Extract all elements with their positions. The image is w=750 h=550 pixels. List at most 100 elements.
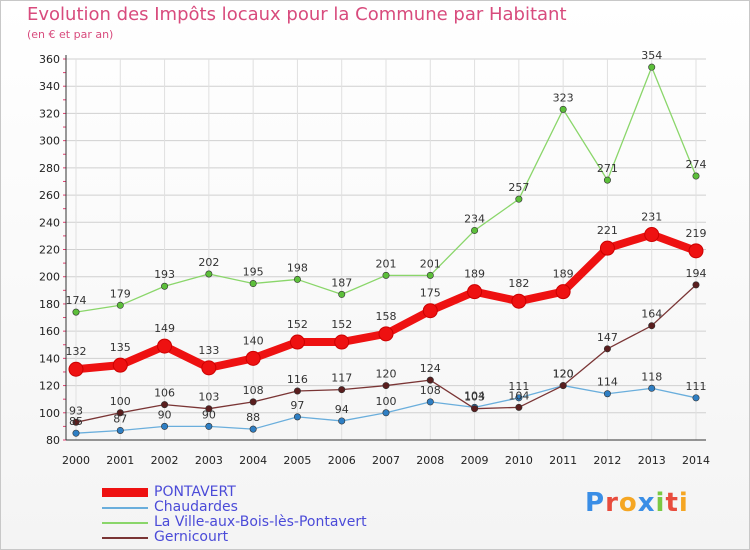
series-point-3 (559, 382, 567, 390)
data-label-2: 274 (686, 158, 707, 171)
data-label-2: 187 (331, 276, 352, 289)
data-label-2: 198 (287, 261, 308, 274)
data-label-1: 111 (508, 380, 529, 393)
series-point-0 (289, 334, 305, 350)
x-tick-label: 2010 (505, 454, 533, 467)
data-label-2: 174 (66, 294, 87, 307)
x-tick-label: 2001 (106, 454, 134, 467)
data-label-0: 149 (154, 322, 175, 335)
series-point-2 (559, 105, 567, 113)
data-label-3: 100 (110, 395, 131, 408)
chart-subtitle: (en € et par an) (27, 28, 114, 41)
data-label-3: 108 (243, 384, 264, 397)
series-point-1 (72, 429, 80, 437)
series-point-2 (426, 271, 434, 279)
series-point-0 (555, 284, 571, 300)
data-label-2: 354 (641, 49, 662, 62)
series-point-0 (157, 338, 173, 354)
y-tick-label: 360 (39, 53, 60, 66)
data-label-1: 87 (113, 412, 127, 425)
series-point-3 (603, 345, 611, 353)
series-point-0 (467, 284, 483, 300)
y-tick-label: 300 (39, 135, 60, 148)
x-tick-label: 2003 (195, 454, 223, 467)
data-label-1: 90 (158, 408, 172, 421)
data-label-1: 97 (290, 399, 304, 412)
data-label-3: 117 (331, 372, 352, 385)
series-point-0 (68, 361, 84, 377)
data-label-1: 118 (641, 370, 662, 383)
data-label-3: 164 (641, 308, 662, 321)
data-label-0: 189 (553, 268, 574, 281)
x-tick-label: 2007 (372, 454, 400, 467)
data-label-0: 133 (198, 344, 219, 357)
series-point-1 (249, 425, 257, 433)
series-point-1 (603, 390, 611, 398)
series-point-3 (161, 401, 169, 409)
data-label-3: 104 (508, 389, 529, 402)
series-point-0 (599, 240, 615, 256)
series-point-0 (511, 293, 527, 309)
x-tick-label: 2012 (593, 454, 621, 467)
data-label-3: 147 (597, 331, 618, 344)
x-tick-label: 2006 (328, 454, 356, 467)
y-tick-label: 100 (39, 407, 60, 420)
series-point-1 (161, 422, 169, 430)
y-tick-label: 140 (39, 352, 60, 365)
y-tick-label: 160 (39, 325, 60, 338)
data-label-0: 140 (243, 334, 264, 347)
data-label-1: 88 (246, 411, 260, 424)
data-label-2: 193 (154, 268, 175, 281)
x-tick-label: 2013 (638, 454, 666, 467)
series-point-1 (648, 384, 656, 392)
data-label-1: 90 (202, 408, 216, 421)
series-point-2 (72, 308, 80, 316)
data-label-3: 103 (198, 391, 219, 404)
series-point-0 (245, 350, 261, 366)
data-label-2: 234 (464, 212, 485, 225)
series-point-2 (293, 275, 301, 283)
data-label-0: 189 (464, 268, 485, 281)
x-tick-label: 2011 (549, 454, 577, 467)
data-label-1: 94 (335, 403, 349, 416)
series-point-3 (72, 418, 80, 426)
series-point-2 (515, 195, 523, 203)
series-point-2 (382, 271, 390, 279)
data-label-0: 175 (420, 287, 441, 300)
series-point-2 (116, 301, 124, 309)
legend-label-la-ville-aux-bois: La Ville-aux-Bois-lès-Pontavert (154, 514, 367, 530)
data-label-1: 108 (420, 384, 441, 397)
legend-label-pontavert: PONTAVERT (154, 484, 236, 500)
chart-title: Evolution des Impôts locaux pour la Comm… (27, 4, 567, 25)
series-point-3 (338, 386, 346, 394)
legend-swatch-pontavert (102, 488, 148, 497)
x-tick-label: 2014 (682, 454, 710, 467)
data-label-3: 194 (686, 267, 707, 280)
data-label-3: 120 (376, 368, 397, 381)
y-tick-label: 180 (39, 298, 60, 311)
series-point-3 (249, 398, 257, 406)
series-point-3 (648, 322, 656, 330)
series-point-0 (201, 360, 217, 376)
y-tick-label: 240 (39, 216, 60, 229)
data-label-1: 104 (464, 389, 485, 402)
data-label-2: 257 (508, 181, 529, 194)
series-point-0 (334, 334, 350, 350)
series-point-1 (116, 426, 124, 434)
x-tick-label: 2004 (239, 454, 267, 467)
logo-letter: o (618, 488, 638, 518)
data-label-0: 182 (508, 277, 529, 290)
logo-letter: i (678, 488, 689, 518)
series-point-0 (644, 227, 660, 243)
data-label-3: 103 (464, 391, 485, 404)
data-label-0: 132 (66, 345, 87, 358)
series-point-0 (378, 326, 394, 342)
series-point-3 (293, 387, 301, 395)
data-label-0: 158 (376, 310, 397, 323)
data-label-3: 120 (553, 368, 574, 381)
logo-letter: P (585, 488, 606, 518)
series-point-0 (422, 303, 438, 319)
proxiti-logo: Proxiti (585, 488, 689, 518)
data-label-2: 271 (597, 162, 618, 175)
